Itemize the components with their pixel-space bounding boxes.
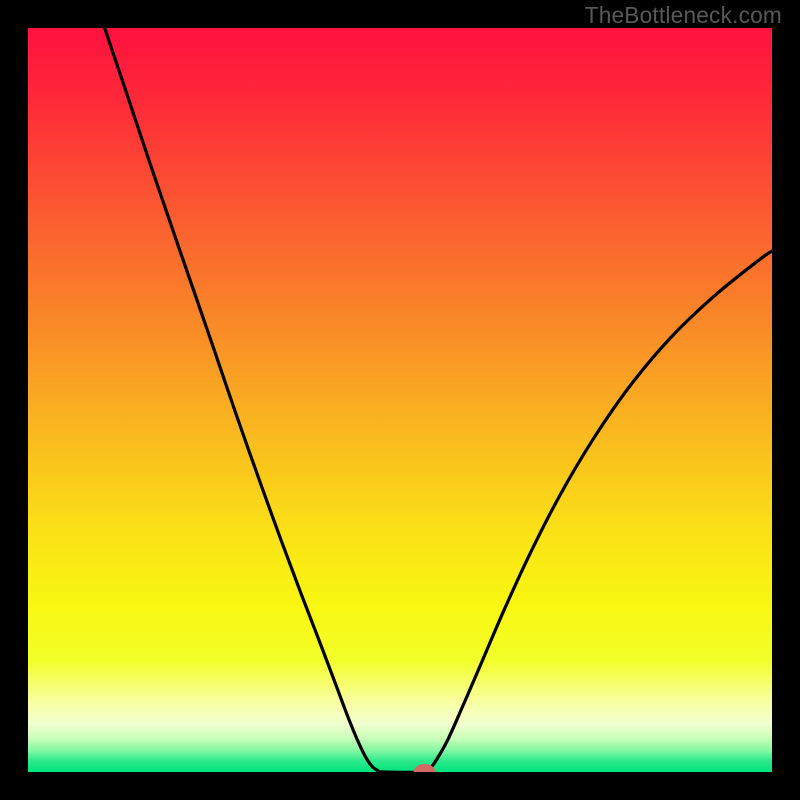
bottleneck-chart <box>0 0 800 800</box>
gradient-background <box>28 28 772 772</box>
watermark-text: TheBottleneck.com <box>585 2 782 29</box>
outer-frame: TheBottleneck.com <box>0 0 800 800</box>
